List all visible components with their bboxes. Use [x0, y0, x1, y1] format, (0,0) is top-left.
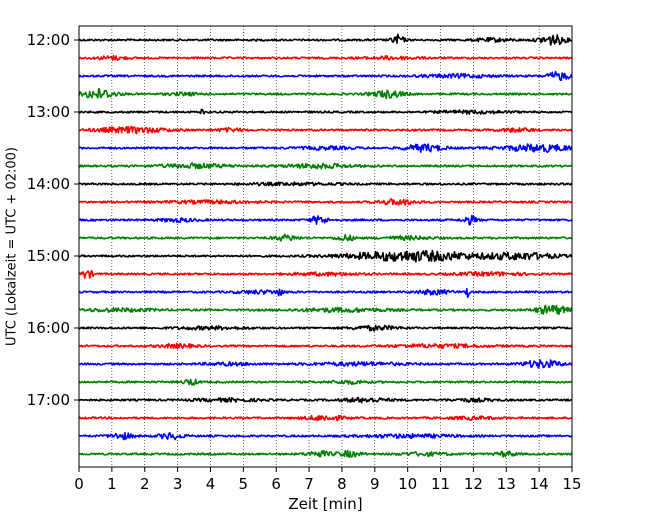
- trace-row-1500: [78, 249, 573, 263]
- trace-row-1715: [78, 414, 573, 422]
- trace-row-1330: [78, 143, 573, 153]
- x-axis-label: Zeit [min]: [288, 495, 362, 513]
- trace-row-1445: [78, 233, 573, 242]
- y-axis-ticks: 12:00 13:00 14:00 15:00 16:00 17:00: [27, 31, 79, 409]
- y-axis-label: UTC (Lokalzeit = UTC + 02:00): [5, 147, 20, 346]
- x-tick-label: 8: [337, 475, 347, 493]
- x-tick-label: 10: [398, 475, 417, 493]
- trace-row-1645: [78, 378, 573, 386]
- x-tick-label: 5: [239, 475, 249, 493]
- x-tick-label: 7: [304, 475, 314, 493]
- y-tick-label: 15:00: [27, 247, 70, 265]
- trace-row-1215: [78, 54, 573, 62]
- trace-row-1615: [78, 342, 573, 350]
- y-tick-label: 13:00: [27, 103, 70, 121]
- trace-row-1230: [78, 70, 573, 81]
- trace-row-1700: [78, 396, 573, 404]
- trace-row-1245: [78, 87, 573, 100]
- x-tick-label: 3: [173, 475, 183, 493]
- trace-row-1400: [78, 181, 573, 187]
- plot-frame: [78, 25, 573, 468]
- y-tick-label: 12:00: [27, 31, 70, 49]
- x-tick-label: 6: [271, 475, 281, 493]
- trace-rows: [78, 33, 573, 459]
- trace-row-1730: [79, 431, 573, 441]
- x-tick-label: 15: [562, 475, 581, 493]
- x-tick-label: 14: [530, 475, 549, 493]
- trace-row-1630: [78, 359, 573, 369]
- x-tick-label: 0: [74, 475, 84, 493]
- trace-row-1415: [78, 197, 573, 206]
- trace-row-1200: [78, 33, 573, 46]
- trace-row-1745: [78, 449, 573, 459]
- trace-row-1300: [78, 108, 573, 115]
- x-tick-label: 11: [431, 475, 450, 493]
- x-tick-label: 4: [206, 475, 216, 493]
- trace-row-1430: [78, 214, 573, 226]
- trace-row-1315: [78, 125, 573, 135]
- trace-row-1530: [78, 287, 573, 299]
- x-axis-ticks: 0 1 2 3 4 5 6 7 8 9 10 11 12 13 14 15: [74, 467, 582, 493]
- x-tick-label: 1: [107, 475, 117, 493]
- trace-row-1515: [78, 270, 573, 279]
- trace-row-1545: [78, 304, 573, 316]
- y-tick-label: 14:00: [27, 175, 70, 193]
- x-tick-label: 9: [370, 475, 380, 493]
- y-tick-label: 17:00: [27, 391, 70, 409]
- x-tick-label: 13: [497, 475, 516, 493]
- trace-row-1345: [78, 162, 573, 170]
- x-tick-label: 12: [464, 475, 483, 493]
- trace-row-1600: [78, 324, 573, 332]
- x-tick-label: 2: [140, 475, 150, 493]
- y-tick-label: 16:00: [27, 319, 70, 337]
